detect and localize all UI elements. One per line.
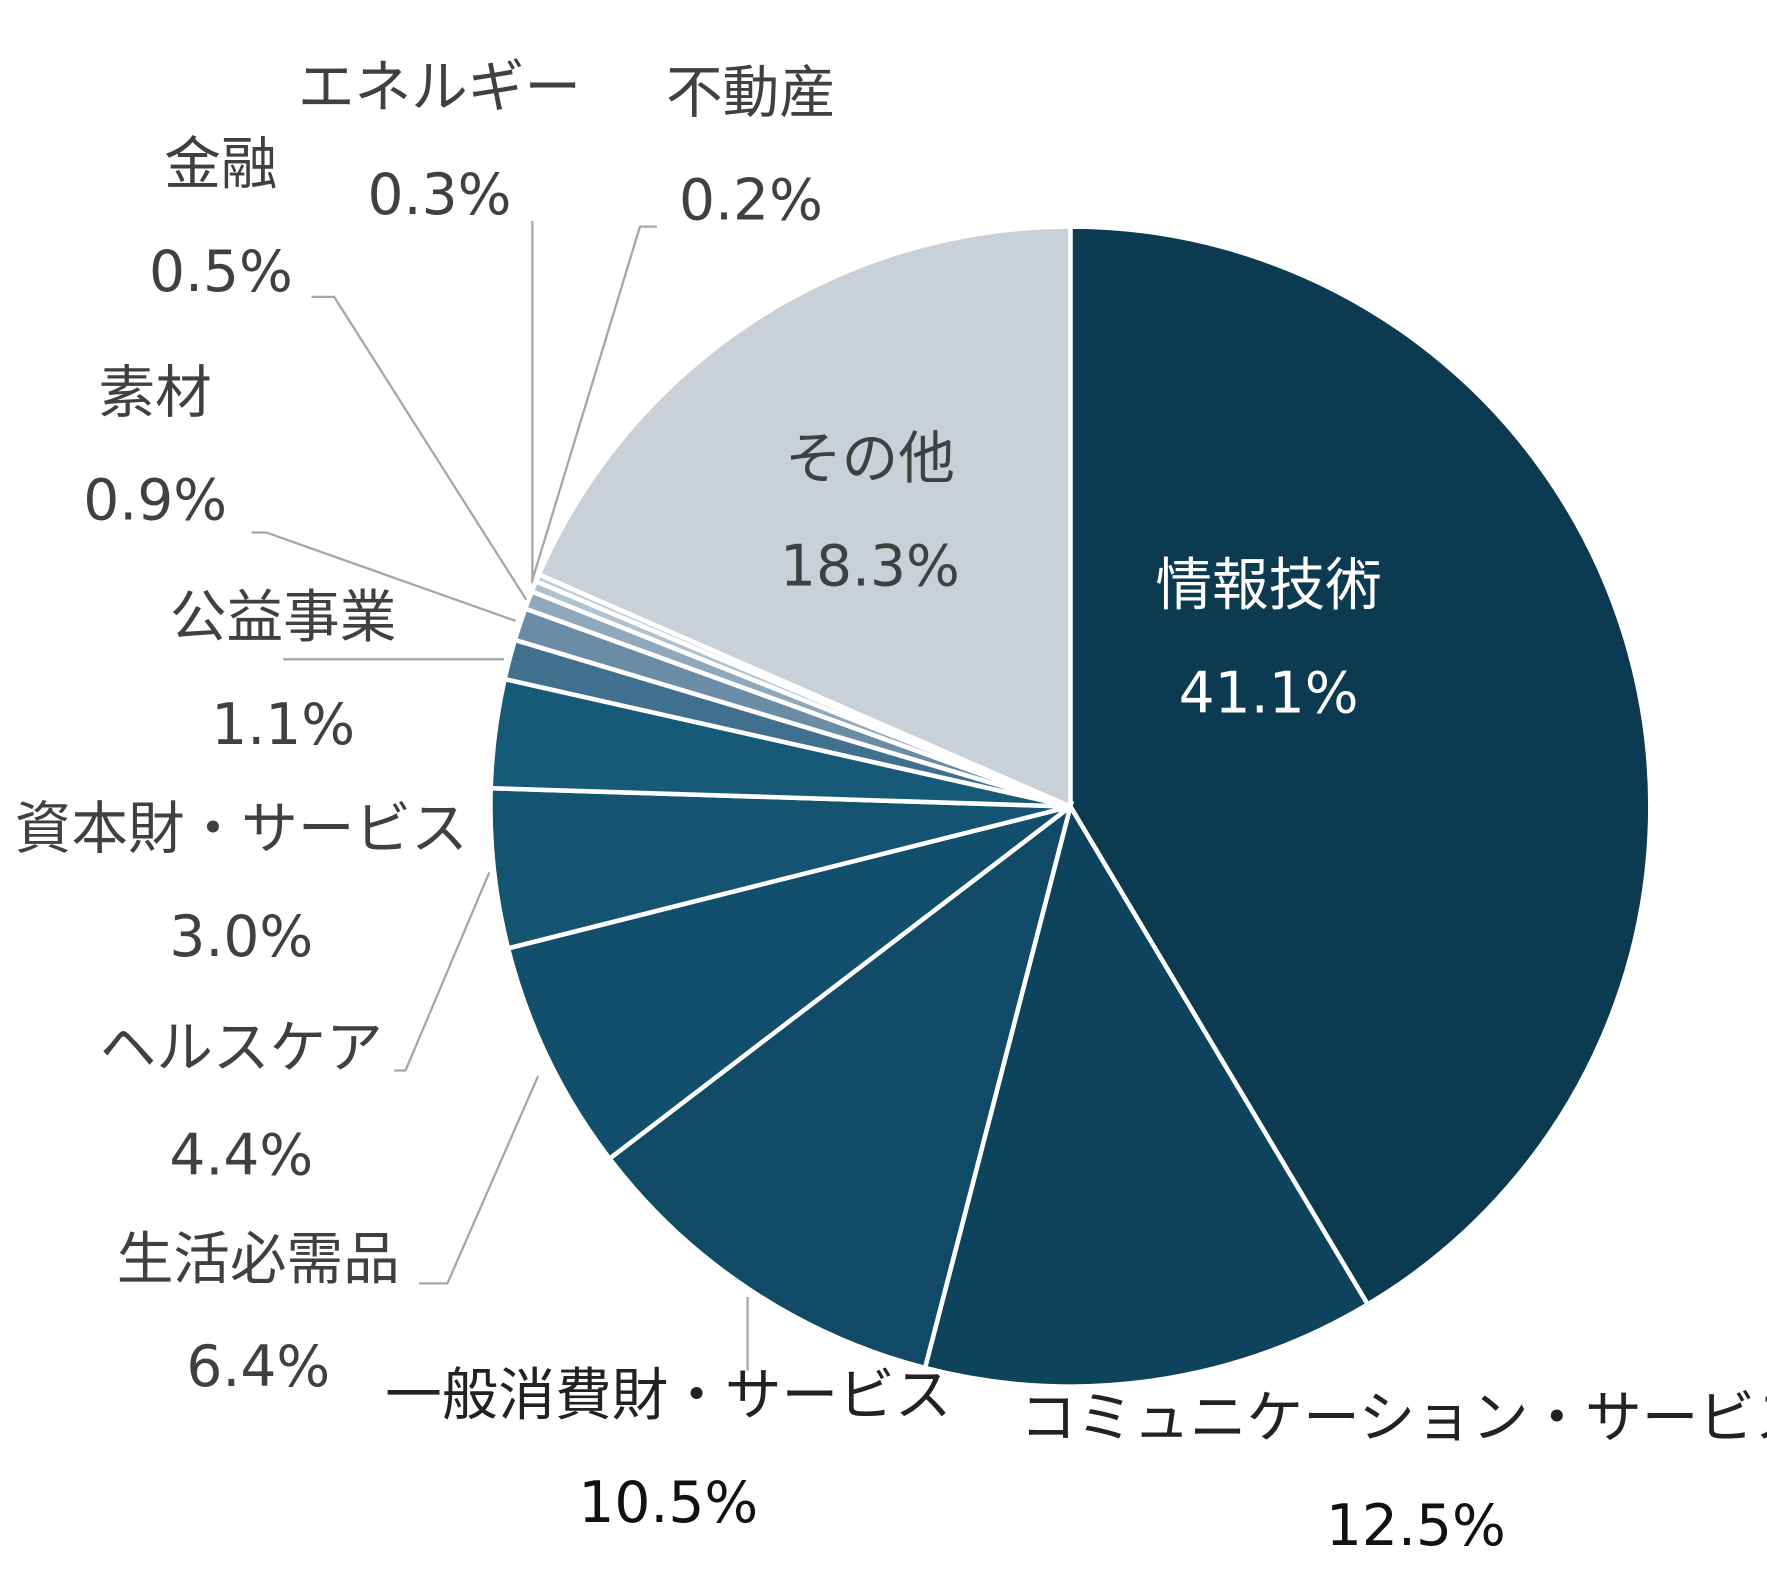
value-label: 3.0% [169, 904, 313, 970]
pie-slice [1068, 224, 1653, 1308]
slice-label: 資本財・サービス [15, 796, 468, 862]
pie-slice [535, 224, 1073, 811]
value-label: 0.5% [149, 239, 293, 305]
slice-label: 情報技術 [1155, 553, 1381, 619]
leader-line [251, 531, 516, 622]
value-label: 18.3% [780, 533, 960, 599]
slice-label: 金融 [164, 131, 277, 197]
value-label: 6.4% [186, 1334, 330, 1400]
leader-line [419, 1075, 540, 1285]
value-label: 41.1% [1179, 660, 1359, 726]
value-label: 0.9% [83, 468, 227, 534]
slice-label: 素材 [99, 360, 212, 426]
value-label: 10.5% [578, 1470, 758, 1536]
slice-label: エネルギー [298, 54, 581, 120]
value-label: 12.5% [1326, 1493, 1506, 1559]
pie-slice [922, 800, 1371, 1389]
value-label: 1.1% [211, 692, 355, 758]
value-label: 4.4% [169, 1122, 313, 1188]
slice-label: 公益事業 [170, 584, 397, 650]
pie-slice [488, 785, 1071, 952]
pie-slice [505, 804, 1072, 1162]
slice-label: その他 [785, 426, 955, 492]
slice-label: 生活必需品 [117, 1227, 400, 1293]
value-label: 0.2% [679, 168, 823, 234]
leader-line [531, 225, 657, 581]
slice-label: コミュニケーション・サービス [1020, 1385, 1767, 1451]
pie-slice [606, 800, 1075, 1371]
slice-label: 一般消費財・サービス [385, 1363, 951, 1429]
value-label: 0.3% [368, 162, 512, 228]
slice-label: 不動産 [666, 60, 836, 126]
leader-line [311, 295, 528, 602]
leader-line [394, 871, 491, 1072]
slice-label: ヘルスケア [100, 1015, 383, 1081]
